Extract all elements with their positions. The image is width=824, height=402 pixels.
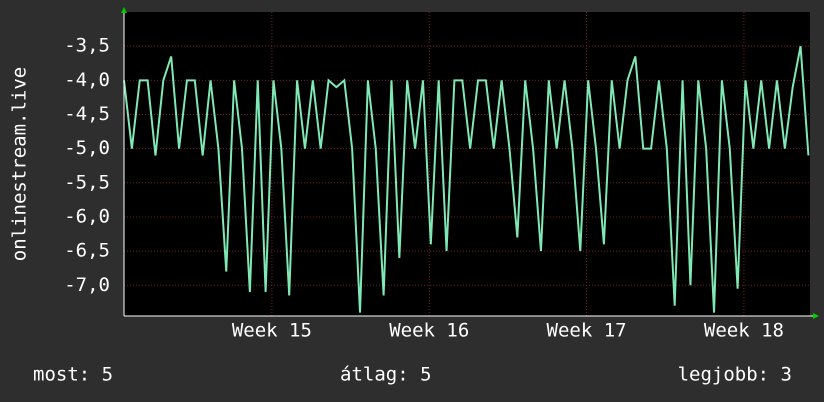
data-line [123, 45, 810, 313]
y-tick-label: -5,5 [64, 171, 110, 193]
y-axis-arrow [121, 7, 127, 13]
x-tick-label: Week 18 [704, 320, 784, 342]
y-tick-label: -4,0 [64, 69, 110, 91]
y-axis-label: onlinestream.live [9, 67, 31, 261]
x-axis-arrow [813, 313, 819, 319]
y-tick-label: -4,5 [64, 103, 110, 125]
y-tick-label: -3,5 [64, 35, 110, 57]
y-tick-label: -7,0 [64, 274, 110, 296]
y-tick-label: -5,0 [64, 137, 110, 159]
y-tick-label: -6,0 [64, 205, 110, 227]
x-tick-label: Week 15 [232, 320, 312, 342]
x-tick-label: Week 16 [389, 320, 469, 342]
y-tick-label: -6,5 [64, 240, 110, 262]
summary-average: átlag: 5 [340, 364, 432, 386]
summary-now: most: 5 [33, 364, 113, 386]
summary-best: legjobb: 3 [678, 364, 792, 386]
x-tick-label: Week 17 [547, 320, 627, 342]
